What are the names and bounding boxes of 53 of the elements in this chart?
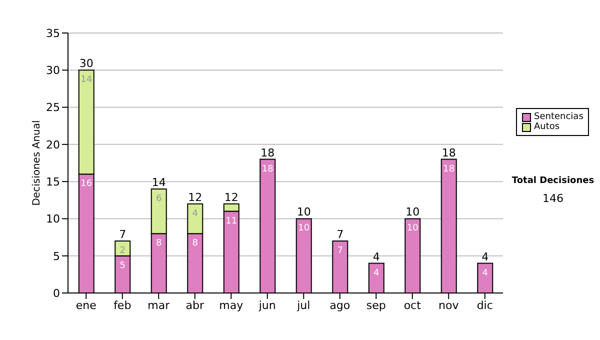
y-tick-label: 25	[46, 101, 60, 114]
data-label: 7	[337, 246, 343, 256]
x-tick-label: nov	[438, 298, 460, 312]
y-tick-label: 15	[46, 175, 60, 188]
data-label: 8	[192, 238, 198, 249]
x-tick-label: feb	[114, 298, 132, 312]
legend-label: Autos	[534, 122, 560, 132]
x-tick-label: mar	[148, 298, 170, 312]
data-label: 18	[262, 164, 274, 174]
total-label: 12	[224, 190, 238, 204]
y-tick-label: 35	[46, 26, 60, 40]
total-label: 18	[260, 146, 275, 160]
legend-label: Sentencias	[534, 112, 584, 122]
data-label: 6	[156, 194, 162, 204]
x-tick-label: ago	[330, 298, 350, 312]
x-tick-label: jul	[296, 298, 310, 312]
x-tick-label: jun	[258, 298, 276, 312]
y-tick-label: 10	[46, 212, 60, 226]
total-label: 4	[482, 250, 489, 264]
total-label: 14	[152, 176, 166, 189]
data-label: 11	[226, 216, 238, 226]
data-label: 14	[80, 75, 92, 86]
y-tick-label: 30	[46, 64, 60, 78]
data-label: 4	[482, 268, 488, 278]
total-label: 10	[406, 206, 420, 219]
text: Total Decisiones	[510, 176, 596, 186]
data-label: 5	[120, 260, 126, 271]
y-tick-label: 0	[53, 286, 60, 300]
data-label: 10	[406, 224, 419, 234]
data-label: 10	[298, 224, 310, 234]
data-label: 8	[156, 238, 162, 249]
data-label: 4	[192, 208, 198, 219]
total-label: 7	[336, 228, 344, 241]
y-axis-title: Decisiones Anual	[32, 120, 43, 206]
total-label: 7	[119, 228, 126, 241]
data-label: 16	[80, 179, 92, 190]
x-tick-label: abr	[186, 298, 204, 312]
data-label: 18	[443, 164, 455, 174]
x-tick-label: oct	[404, 298, 422, 312]
y-tick-label: 5	[53, 250, 60, 263]
x-tick-label: ene	[76, 298, 97, 312]
data-label: 2	[120, 246, 126, 256]
total-label: 30	[79, 57, 94, 70]
y-tick-label: 20	[46, 138, 60, 152]
x-tick-label: sep	[366, 298, 386, 312]
text: 146	[542, 192, 564, 205]
total-label: 4	[372, 250, 380, 264]
total-label: 18	[442, 146, 456, 160]
total-label: 12	[188, 190, 202, 204]
x-tick-label: may	[219, 298, 244, 312]
x-tick-label: dic	[476, 298, 493, 312]
total-label: 10	[296, 206, 311, 219]
data-label: 4	[374, 268, 380, 278]
